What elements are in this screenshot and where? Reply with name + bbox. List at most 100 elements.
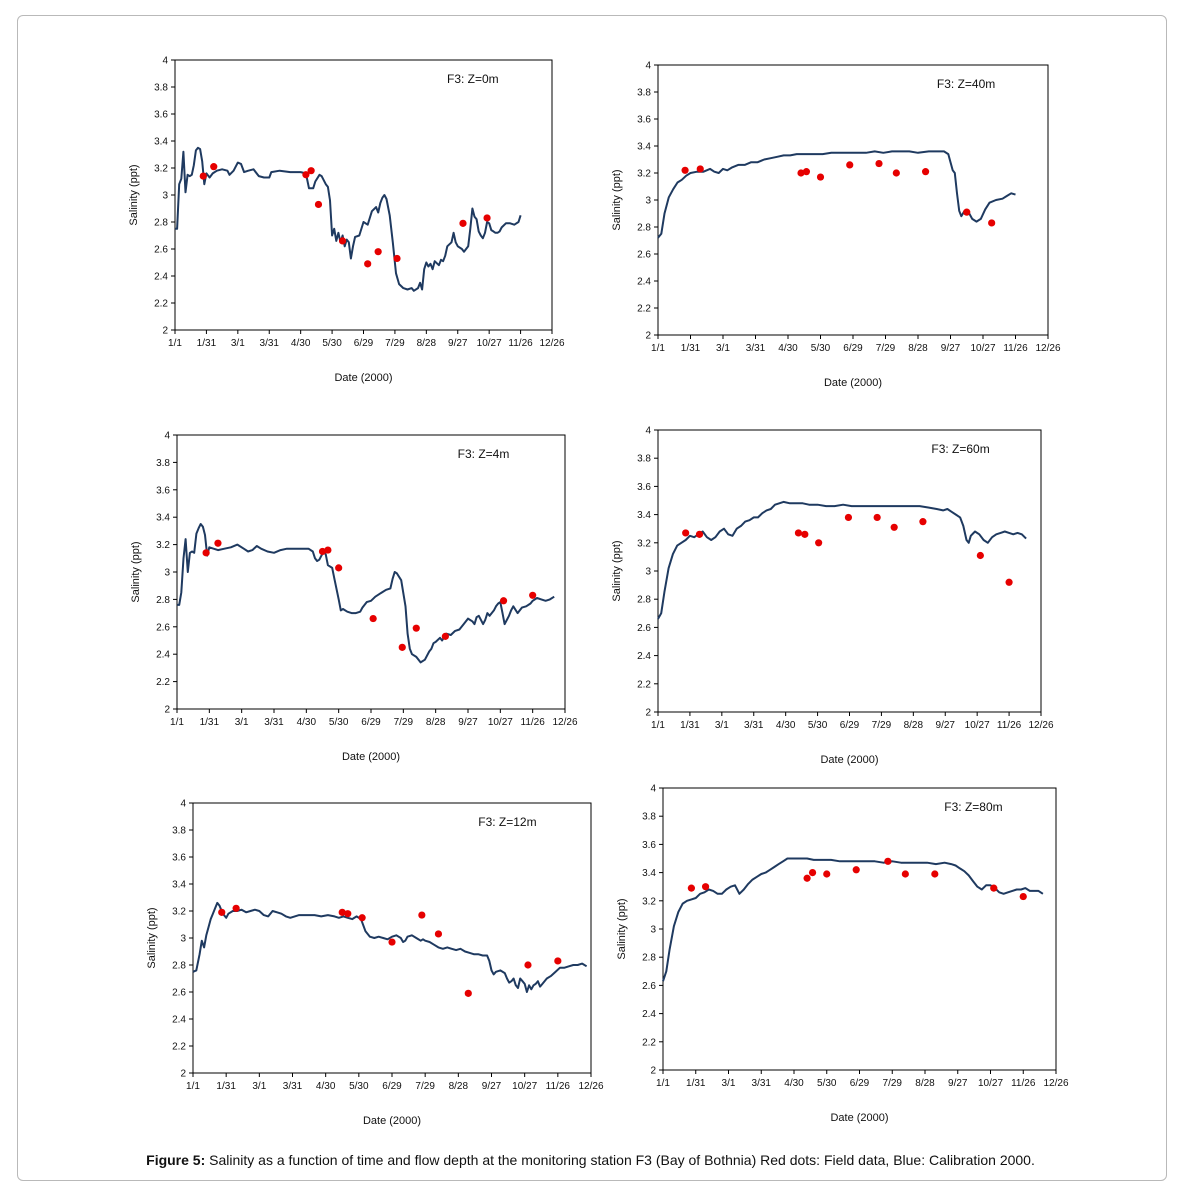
chart-1-y-axis-title: Salinity (ppt) bbox=[611, 169, 623, 230]
chart-0-xtick-label: 11/26 bbox=[508, 338, 533, 349]
chart-5-ytick-label: 3 bbox=[650, 925, 656, 936]
chart-panel-1: 2 2.2 2.4 2.6 2.8 3 3.2 3.4 3.6 3.8 4 1/1 1/31 3/1 3/3… bbox=[610, 55, 1070, 400]
chart-2-field-point bbox=[369, 614, 377, 623]
chart-1-ytick-label: 2.6 bbox=[637, 250, 651, 261]
chart-3-field-point bbox=[844, 513, 853, 522]
chart-3-xtick-label: 11/26 bbox=[997, 720, 1022, 731]
chart-3-ytick-label: 2.6 bbox=[637, 623, 651, 634]
chart-1-field-point bbox=[875, 159, 883, 168]
chart-0-xtick-label: 8/28 bbox=[417, 338, 437, 349]
chart-3-xtick-label: 3/31 bbox=[744, 720, 764, 731]
chart-2-field-point bbox=[441, 632, 449, 640]
chart-0-ytick-label: 3 bbox=[162, 191, 168, 202]
chart-3-field-point bbox=[794, 529, 803, 537]
chart-5-xtick-label: 3/31 bbox=[752, 1078, 772, 1089]
chart-4-ytick-label: 3.2 bbox=[172, 907, 186, 918]
chart-1-xtick-label: 10/27 bbox=[970, 343, 995, 354]
chart-4-xtick-label: 10/27 bbox=[512, 1081, 537, 1092]
chart-4-field-point bbox=[344, 910, 352, 918]
chart-3-field-point bbox=[873, 513, 881, 522]
chart-4-field-point bbox=[388, 938, 396, 946]
chart-5-field-point bbox=[701, 883, 710, 891]
chart-0-xtick-label: 5/30 bbox=[322, 338, 342, 349]
chart-5-depth-label: F3: Z=80m bbox=[944, 800, 1002, 814]
chart-0-field-point bbox=[374, 248, 382, 256]
chart-2-ytick-label: 2 bbox=[164, 705, 170, 716]
chart-1-ytick-label: 3.6 bbox=[637, 115, 651, 126]
chart-3-plot-area bbox=[657, 429, 1042, 713]
chart-panel-5: 2 2.2 2.4 2.6 2.8 3 3.2 3.4 3.6 3.8 4 1/1 1/31 3/1 3/3… bbox=[615, 780, 1075, 1125]
chart-0-xtick-label: 6/29 bbox=[354, 338, 374, 349]
chart-2-xtick-label: 6/29 bbox=[361, 717, 381, 728]
chart-0-y-axis-title: Salinity (ppt) bbox=[128, 164, 140, 225]
chart-0-ytick-label: 3.4 bbox=[154, 137, 168, 148]
chart-1-xtick-label: 1/31 bbox=[681, 343, 701, 354]
chart-2-field-point bbox=[398, 643, 406, 651]
chart-0-field-point bbox=[483, 214, 491, 222]
chart-0-xtick-label: 3/31 bbox=[260, 338, 280, 349]
chart-panel-4: 2 2.2 2.4 2.6 2.8 3 3.2 3.4 3.6 3.8 4 1/1 1/31 3/1 3/3… bbox=[145, 795, 604, 1140]
chart-2-ytick-label: 4 bbox=[164, 431, 170, 442]
chart-0-plot-area bbox=[174, 59, 553, 331]
chart-5-ytick-label: 3.8 bbox=[642, 812, 656, 823]
chart-3-xtick-label: 1/1 bbox=[651, 720, 665, 731]
chart-3-ytick-label: 3.8 bbox=[637, 454, 651, 465]
chart-0-ytick-label: 3.6 bbox=[154, 110, 168, 121]
chart-0-field-point bbox=[338, 237, 347, 245]
chart-0-xtick-label: 4/30 bbox=[291, 338, 311, 349]
chart-4-field-point bbox=[418, 911, 426, 919]
chart-3-field-point bbox=[919, 518, 927, 526]
chart-2-field-point bbox=[499, 597, 508, 605]
chart-1-ytick-label: 3.2 bbox=[637, 169, 651, 180]
chart-2-field-point bbox=[529, 591, 537, 599]
chart-2-xtick-label: 10/27 bbox=[488, 717, 513, 728]
chart-1-xtick-label: 9/27 bbox=[941, 343, 961, 354]
chart-1-ytick-label: 3 bbox=[645, 196, 651, 207]
chart-3-ytick-label: 3.6 bbox=[637, 482, 651, 493]
chart-5-ytick-label: 3.4 bbox=[642, 868, 656, 879]
chart-4-xtick-label: 8/28 bbox=[449, 1081, 469, 1092]
chart-4-y-axis-title: Salinity (ppt) bbox=[146, 907, 158, 968]
chart-3-field-point bbox=[801, 530, 809, 538]
chart-1-xtick-label: 12/26 bbox=[1035, 343, 1060, 354]
chart-4-ytick-label: 2.6 bbox=[172, 988, 186, 999]
chart-2-field-point bbox=[335, 564, 343, 572]
chart-3-xtick-label: 9/27 bbox=[936, 720, 956, 731]
chart-5-field-point bbox=[1019, 892, 1027, 901]
chart-5-field-point bbox=[931, 870, 939, 878]
chart-2-ytick-label: 2.8 bbox=[156, 595, 170, 606]
chart-4-xtick-label: 1/31 bbox=[216, 1081, 236, 1092]
chart-3-depth-label: F3: Z=60m bbox=[931, 442, 989, 456]
chart-0-xtick-label: 1/31 bbox=[197, 338, 217, 349]
chart-5-field-point bbox=[990, 884, 998, 892]
chart-1-xtick-label: 3/1 bbox=[716, 343, 730, 354]
chart-4-ytick-label: 2.4 bbox=[172, 1015, 186, 1026]
chart-svg: 2 2.2 2.4 2.6 2.8 3 3.2 3.4 3.6 3.8 4 1/1 1/31 3/1 3/3… bbox=[130, 431, 578, 764]
chart-4-field-point bbox=[434, 930, 443, 938]
chart-1-field-point bbox=[988, 219, 996, 227]
chart-4-xtick-label: 3/31 bbox=[283, 1081, 303, 1092]
chart-5-xtick-label: 6/29 bbox=[850, 1078, 870, 1089]
chart-0-ytick-label: 4 bbox=[162, 56, 168, 67]
chart-3-field-point bbox=[976, 551, 984, 560]
chart-0-xtick-label: 9/27 bbox=[448, 338, 468, 349]
chart-1-xtick-label: 3/31 bbox=[746, 343, 766, 354]
chart-1-ytick-label: 2.4 bbox=[637, 277, 651, 288]
chart-5-field-point bbox=[823, 870, 831, 878]
chart-2-xtick-label: 8/28 bbox=[426, 717, 446, 728]
chart-3-xtick-label: 1/31 bbox=[680, 720, 700, 731]
chart-0-field-point bbox=[199, 172, 207, 180]
chart-5-field-point bbox=[901, 870, 909, 878]
chart-svg: 2 2.2 2.4 2.6 2.8 3 3.2 3.4 3.6 3.8 4 1/1 1/31 3/1 3/3… bbox=[611, 426, 1054, 767]
chart-4-field-point bbox=[338, 908, 346, 916]
chart-2-field-point bbox=[412, 624, 420, 632]
chart-0-xtick-label: 10/27 bbox=[477, 338, 502, 349]
chart-4-xtick-label: 9/27 bbox=[482, 1081, 502, 1092]
caption-text: Salinity as a function of time and flow … bbox=[205, 1152, 1035, 1168]
chart-0-field-point bbox=[393, 254, 401, 263]
chart-1-field-point bbox=[892, 169, 900, 177]
chart-4-ytick-label: 2 bbox=[180, 1069, 186, 1080]
chart-2-ytick-label: 3 bbox=[164, 568, 170, 579]
chart-2-xtick-label: 12/26 bbox=[552, 717, 577, 728]
chart-1-x-axis-title: Date (2000) bbox=[824, 377, 882, 389]
